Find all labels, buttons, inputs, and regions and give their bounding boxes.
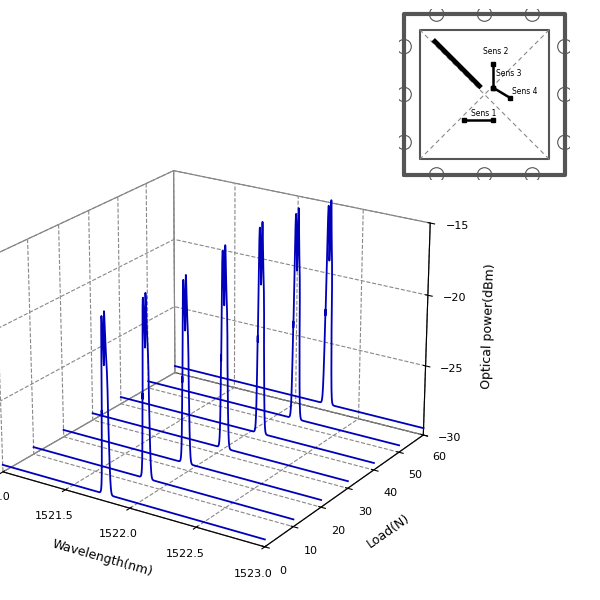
Text: Sens 2: Sens 2	[483, 47, 508, 56]
Y-axis label: Load(N): Load(N)	[364, 512, 412, 551]
X-axis label: Wavelength(nm): Wavelength(nm)	[51, 538, 155, 579]
Text: Sens 1: Sens 1	[471, 109, 496, 118]
Text: Sens 3: Sens 3	[496, 70, 522, 79]
Text: Sens 4: Sens 4	[512, 86, 538, 95]
